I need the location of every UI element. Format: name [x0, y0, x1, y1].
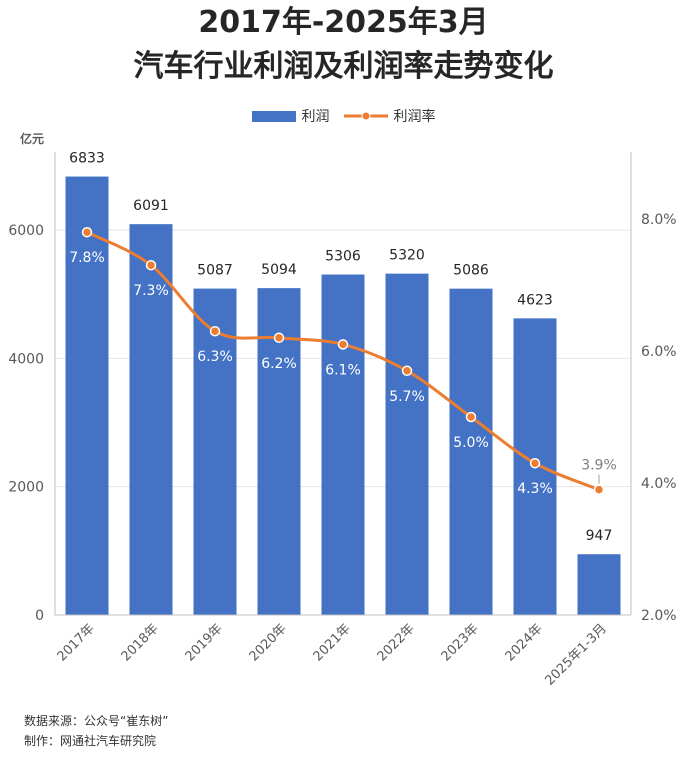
source-note: 数据来源：公众号“崔东树”	[24, 714, 169, 728]
y-right-tick-label: 6.0%	[641, 344, 677, 360]
maker-note: 制作：网通社汽车研究院	[24, 734, 157, 748]
margin-point	[465, 411, 477, 423]
margin-value-label: 6.3%	[197, 349, 233, 365]
margin-value-label: 3.9%	[581, 458, 617, 474]
bar	[193, 288, 237, 615]
x-tick-label: 2023年	[439, 621, 482, 664]
x-tick-label: 2025年1-3月	[542, 621, 609, 688]
legend-line-swatch	[343, 111, 388, 121]
x-tick-label: 2017年	[55, 621, 98, 664]
bar	[65, 176, 109, 615]
bars-layer	[65, 176, 621, 615]
margin-point	[81, 226, 93, 238]
legend-label-profit: 利润	[301, 109, 330, 125]
y-left-tick-label: 0	[35, 608, 44, 624]
y-left-tick-label: 6000	[8, 223, 44, 239]
x-tick-label: 2024年	[503, 621, 546, 664]
margin-point	[145, 259, 157, 271]
bar-value-label: 6091	[133, 198, 169, 214]
margin-point	[337, 339, 349, 350]
bar-value-label: 5094	[261, 262, 297, 278]
bar	[129, 224, 173, 615]
legend-item-margin: 利润率	[343, 106, 436, 126]
legend: 利润 利润率	[0, 106, 687, 126]
bar	[385, 273, 429, 615]
bar-value-label: 5320	[389, 248, 425, 264]
margin-value-label: 5.7%	[389, 389, 425, 405]
margin-value-label: 4.3%	[517, 481, 553, 497]
bar	[449, 288, 493, 615]
bar	[577, 554, 621, 615]
margin-value-label: 7.3%	[133, 283, 169, 299]
bar-value-label: 5087	[197, 263, 233, 279]
margin-value-label: 6.2%	[261, 356, 297, 372]
line-layer	[81, 226, 605, 495]
legend-item-profit: 利润	[251, 106, 330, 126]
legend-label-margin: 利润率	[393, 109, 436, 125]
y-left-tick-label: 2000	[8, 480, 44, 496]
chart-area: 6833 6091 5087 5094 5306 5320 5086 4623 947 7.8% 7…	[8, 131, 677, 689]
legend-bar-swatch	[251, 110, 296, 122]
x-tick-label: 2019年	[183, 621, 226, 664]
chart-title-line1: 2017年-2025年3月	[198, 5, 489, 40]
margin-point	[529, 457, 541, 469]
bar-value-label: 6833	[69, 151, 105, 167]
margin-value-label: 7.8%	[69, 250, 105, 266]
bar-value-label: 5306	[325, 249, 361, 265]
margin-point	[209, 325, 221, 337]
chart-title-line2: 汽车行业利润及利润率走势变化	[133, 49, 554, 84]
y-right-tick-label: 2.0%	[641, 608, 677, 624]
bar-value-label: 4623	[517, 292, 553, 308]
margin-point	[273, 332, 285, 344]
y-left-tick-label: 4000	[8, 351, 44, 367]
labels-layer: 6833 6091 5087 5094 5306 5320 5086 4623 947 7.8% 7…	[69, 151, 617, 545]
margin-value-label: 6.1%	[325, 362, 361, 378]
margin-point	[401, 365, 413, 377]
y-left-unit-label: 亿元	[20, 131, 44, 146]
y-right-tick-label: 4.0%	[641, 476, 677, 492]
bar-value-label: 5086	[453, 263, 489, 279]
x-tick-label: 2021年	[311, 621, 354, 664]
margin-value-label: 5.0%	[453, 435, 489, 451]
margin-point	[593, 484, 605, 495]
x-tick-label: 2018年	[119, 621, 162, 664]
x-tick-label: 2022年	[375, 621, 418, 664]
x-tick-label: 2020年	[247, 621, 290, 664]
bar-value-label: 947	[586, 528, 613, 544]
y-right-tick-label: 8.0%	[641, 212, 677, 228]
bar	[321, 274, 365, 615]
